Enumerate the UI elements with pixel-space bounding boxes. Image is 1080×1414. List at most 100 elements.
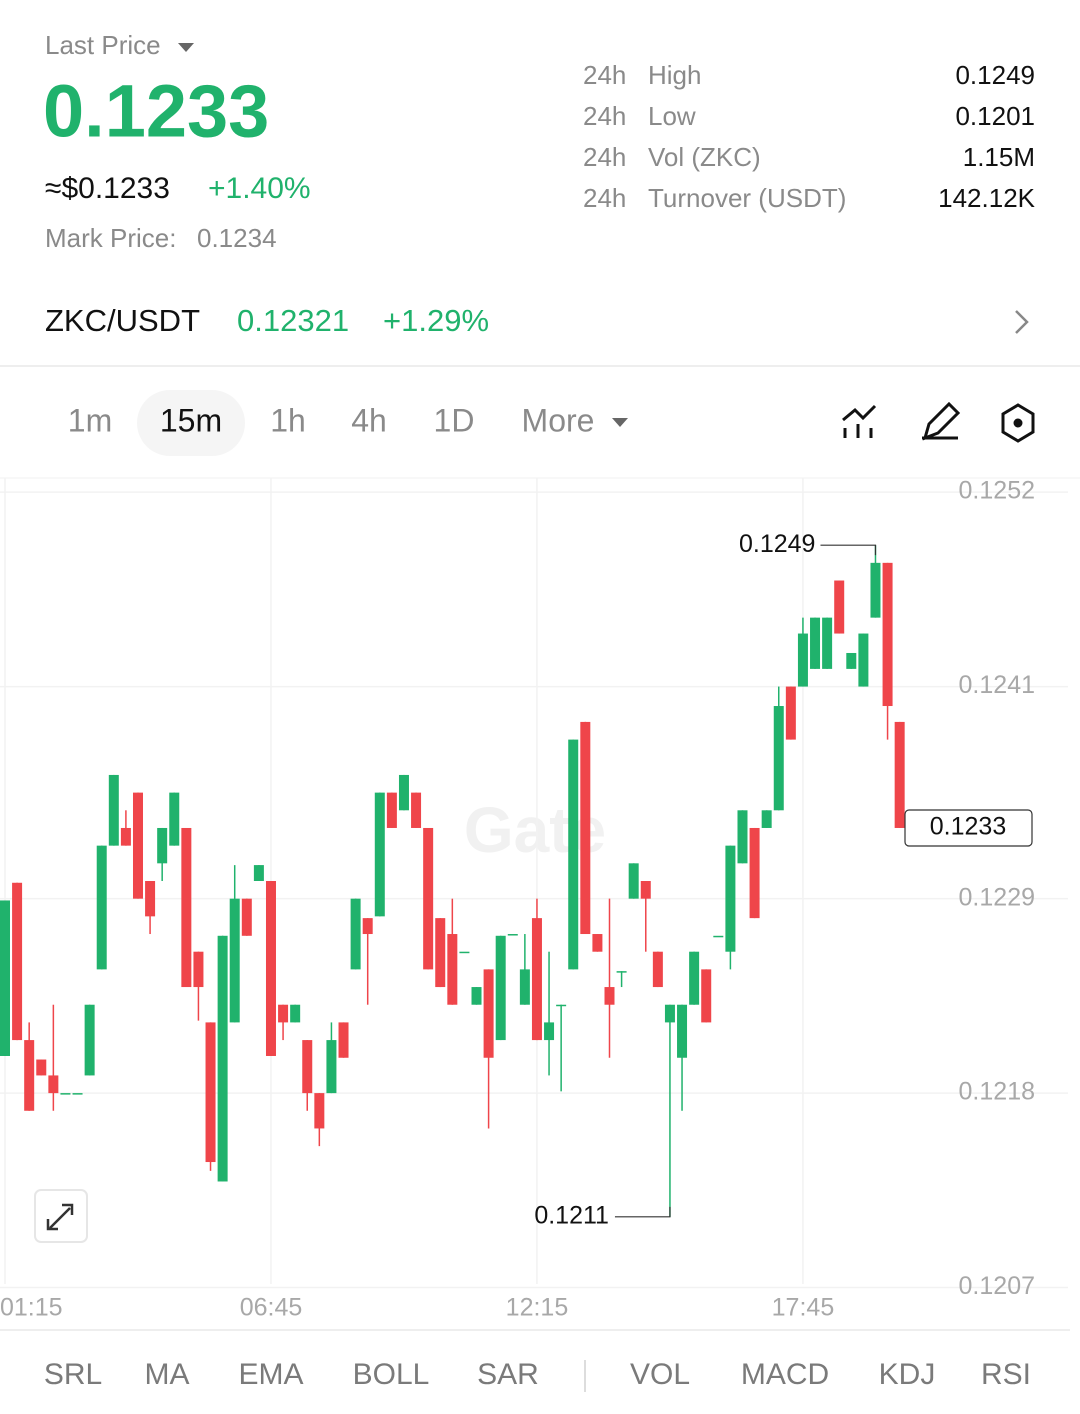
candle-body [544,1022,555,1041]
candle-body [229,898,240,1023]
candle-body [483,969,494,1058]
stat-value: 0.1201 [955,101,1035,131]
stat-value: 1.15M [963,142,1035,172]
candle-body [761,810,772,828]
interval-tab[interactable]: 1m [68,402,112,438]
last-price-tag: 0.1233 [930,813,1006,841]
pair-name[interactable]: ZKC/USDT [45,303,200,338]
candle-body [677,1004,688,1058]
candle-body [0,900,10,1056]
indicator-tab[interactable]: MA [145,1358,190,1391]
candle-body [338,1022,349,1058]
candle-body [737,810,748,864]
candle-body [398,774,409,811]
candle-body [822,617,833,669]
interval-tab[interactable]: 15m [160,402,222,438]
candle-body [459,951,470,954]
indicator-tab[interactable]: RSI [981,1358,1031,1391]
candle-body [664,1004,675,1023]
candle-body [217,935,228,1182]
indicator-tab[interactable]: KDJ [879,1358,936,1391]
stat-value: 0.1249 [955,60,1035,90]
candle-body [108,774,119,846]
interval-tab[interactable]: 4h [351,402,387,438]
toolbar-icons[interactable] [842,401,1035,443]
candle-body [725,845,736,952]
low-connector [614,1206,671,1218]
candle-body [689,951,700,1005]
mark-price-label: Mark Price: [45,223,176,253]
candle-body [580,721,591,935]
indicator-tab[interactable]: MACD [741,1358,829,1391]
stat-label: Vol (ZKC) [648,142,761,172]
candle-body [36,1059,47,1076]
candle-body [145,881,156,917]
candle-body [870,562,881,618]
interval-tab[interactable]: 1D [434,402,475,438]
chevron[interactable] [1015,310,1029,334]
candle-body [894,721,905,828]
candle-body [205,1022,216,1163]
candle-body [278,1004,289,1023]
candle-body [713,935,724,938]
candle-body [701,969,712,1023]
candle-body [471,987,482,1005]
candle-body [556,1004,567,1007]
x-tick-label: 17:45 [772,1294,835,1322]
indicator-tab[interactable]: VOL [630,1358,690,1391]
candle-body [241,898,252,936]
stat-period: 24h [583,183,626,213]
candle-body [834,580,845,634]
x-tick-label: 06:45 [240,1294,303,1322]
candle-body [846,652,857,669]
candle-body [362,918,373,935]
stat-value: 142.12K [938,183,1036,213]
dropdown-arrow[interactable] [612,418,628,427]
candle-body [411,792,422,828]
candle-body [773,706,784,811]
mark-price: 0.1234 [197,223,277,253]
indicator-tab[interactable]: SRL [44,1358,102,1391]
stat-label: Turnover (USDT) [648,183,846,213]
candle-body [314,1093,325,1129]
candle-body [60,1093,71,1095]
indicator-tab[interactable]: SAR [477,1358,539,1391]
candle-body [447,934,458,1005]
candle-body [169,792,180,846]
expand-icon[interactable] [46,1203,74,1231]
candle-body [302,1040,313,1094]
x-tick-label: 12:15 [506,1294,569,1322]
candle-body [495,935,506,1041]
candle-body [435,918,446,988]
candle-body [531,918,542,1041]
last-price-box [904,809,1033,847]
candle-body [604,987,615,1005]
indicator-tab[interactable]: EMA [238,1358,303,1391]
candle-body [72,1093,83,1095]
stat-label: Low [648,101,696,131]
stat-period: 24h [583,60,626,90]
y-tick-label: 0.1229 [959,883,1035,911]
candle-body [640,881,651,899]
dropdown-arrow[interactable] [178,43,194,52]
interval-tab[interactable]: 1h [270,402,306,438]
y-tick-label: 0.1252 [959,477,1035,505]
candle-body [785,686,796,740]
candle-body [193,951,204,988]
candle-body [374,792,385,917]
y-tick-label: 0.1218 [959,1078,1035,1106]
candle-body [568,739,579,970]
usd-price: ≈$0.1233 [45,172,170,205]
candle-body [24,1040,35,1111]
candle-body [48,1075,59,1094]
x-tick-label: 01:15 [0,1294,63,1322]
indicator-tab[interactable]: BOLL [353,1358,430,1391]
candle-body [858,633,869,687]
last-price-label[interactable]: Last Price [45,30,161,60]
candle-body [882,562,893,707]
interval-tab[interactable]: More [522,402,595,438]
candle-body [797,633,808,687]
candle-body [326,1040,337,1094]
candle-body [12,882,23,1041]
candle-body [519,969,530,1005]
